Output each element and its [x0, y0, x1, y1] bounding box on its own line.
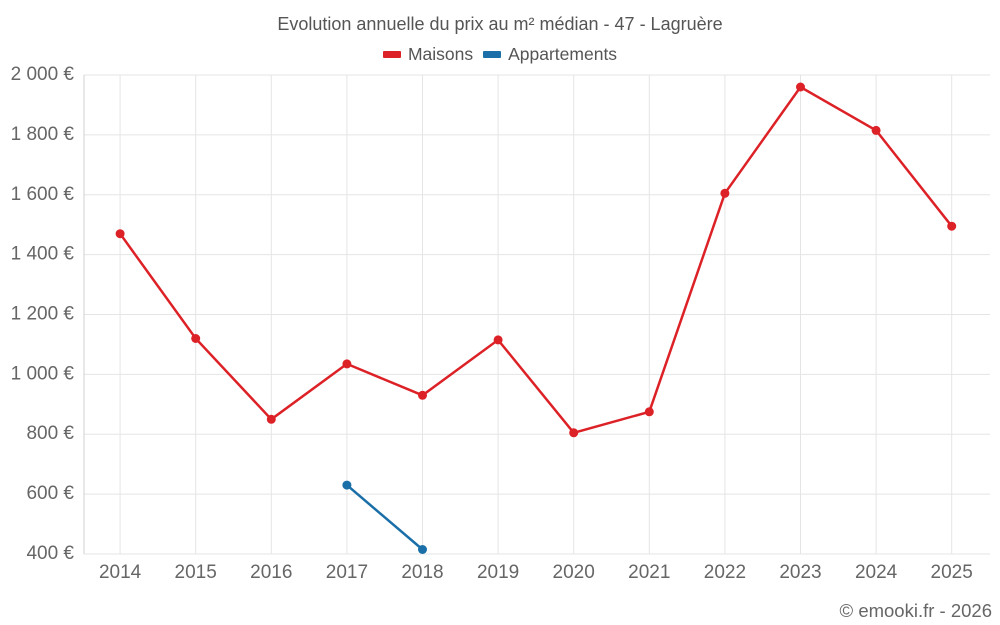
svg-text:1 600 €: 1 600 € — [11, 184, 75, 205]
svg-text:400 €: 400 € — [26, 543, 74, 564]
svg-text:1 800 €: 1 800 € — [11, 124, 75, 145]
svg-text:2024: 2024 — [855, 562, 898, 583]
svg-text:2 000 €: 2 000 € — [11, 64, 75, 85]
svg-text:2018: 2018 — [401, 562, 443, 583]
svg-text:2017: 2017 — [326, 562, 368, 583]
svg-text:2021: 2021 — [628, 562, 670, 583]
svg-text:1 000 €: 1 000 € — [11, 363, 75, 384]
svg-text:2020: 2020 — [553, 562, 595, 583]
svg-text:1 200 €: 1 200 € — [11, 304, 75, 325]
svg-text:2025: 2025 — [931, 562, 973, 583]
svg-text:600 €: 600 € — [26, 483, 74, 504]
svg-text:800 €: 800 € — [26, 423, 74, 444]
svg-text:2022: 2022 — [704, 562, 746, 583]
svg-text:2015: 2015 — [175, 562, 217, 583]
svg-text:2016: 2016 — [250, 562, 292, 583]
svg-text:2019: 2019 — [477, 562, 519, 583]
svg-text:1 400 €: 1 400 € — [11, 244, 75, 265]
svg-text:2014: 2014 — [99, 562, 142, 583]
svg-text:2023: 2023 — [779, 562, 821, 583]
